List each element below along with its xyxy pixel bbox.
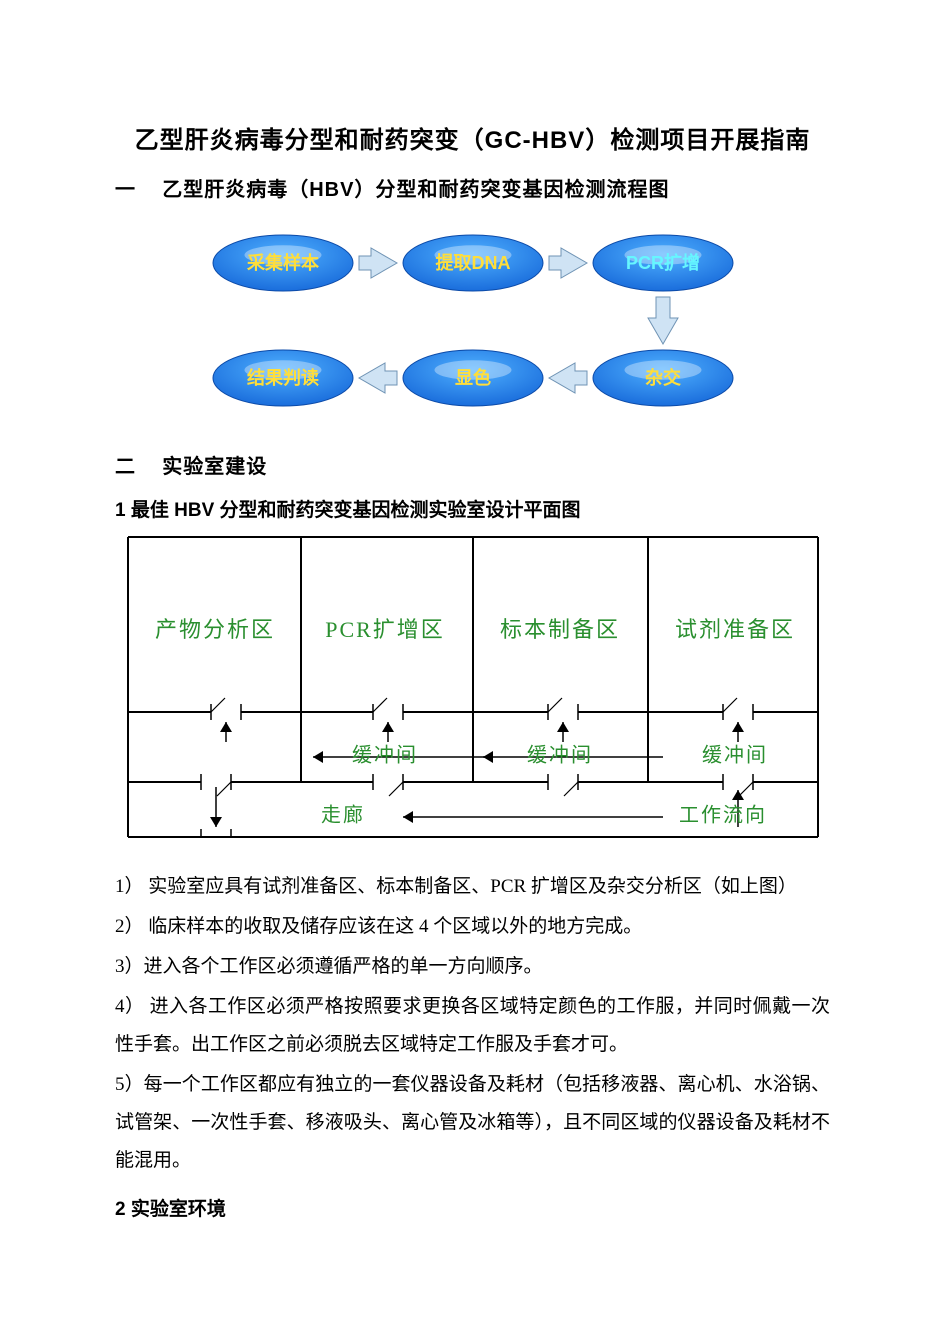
section-1-number: 一 [115,179,136,201]
flow-node-label: PCR扩增 [625,252,699,273]
flow-node-label: 提取DNA [435,252,510,273]
arrow-icon [557,722,569,732]
section-1-heading: 一 乙型肝炎病毒（HBV）分型和耐药突变基因检测流程图 [115,173,830,202]
flow-node: 杂交 [593,350,733,406]
floorplan-buffer-label: 缓冲间 [702,744,768,767]
arrow-icon [382,722,394,732]
flow-node: 显色 [403,350,543,406]
arrow-icon [210,817,222,827]
floorplan-svg: 产物分析区 PCR扩增区 标本制备区 试剂准备区缓冲间 缓冲间 缓冲间走廊 工作流向 [123,532,823,852]
flow-node-label: 采集样本 [246,252,319,273]
flow-arrow-icon [549,363,587,393]
flowchart: 采集样本 提取DNA PCR扩增杂交 显色 结果判读 [115,218,830,428]
flow-arrow-icon [359,248,397,278]
flow-node-label: 显色 [455,367,491,388]
flow-node: 提取DNA [403,235,543,291]
floorplan-line [389,782,403,796]
flow-node-label: 杂交 [645,367,681,388]
flow-node: 结果判读 [213,350,353,406]
body-p1: 1） 实验室应具有试剂准备区、标本制备区、PCR 扩增区及杂交分析区（如上图） [115,868,830,906]
arrow-icon [403,811,413,823]
arrow-icon [220,722,232,732]
floorplan-buffer-label: 缓冲间 [527,744,593,767]
floorplan-line [548,698,562,712]
subsection-2-1: 1 最佳 HBV 分型和耐药突变基因检测实验室设计平面图 [115,495,830,522]
floorplan-room-label: 试剂准备区 [674,617,794,642]
arrow-icon [313,751,323,763]
flow-node: PCR扩增 [593,235,733,291]
flowchart-svg: 采集样本 提取DNA PCR扩增杂交 显色 结果判读 [203,218,743,428]
page: 乙型肝炎病毒分型和耐药突变（GC-HBV）检测项目开展指南 一 乙型肝炎病毒（H… [0,0,945,1311]
flow-arrow-icon [648,297,678,344]
floorplan-line [739,782,753,796]
floorplan-line [217,782,231,796]
body-p4: 4） 进入各工作区必须严格按照要求更换各区域特定颜色的工作服，并同时佩戴一次性手… [115,988,830,1064]
body-p2: 2） 临床样本的收取及储存应该在这 4 个区域以外的地方完成。 [115,908,830,946]
floorplan-room-label: PCR扩增区 [325,617,445,642]
section-1-text: 乙型肝炎病毒（HBV）分型和耐药突变基因检测流程图 [162,179,669,201]
floorplan-room-label: 标本制备区 [499,617,619,642]
floorplan-buffer-label: 缓冲间 [352,744,418,767]
body-p5: 5）每一个工作区都应有独立的一套仪器设备及耗材（包括移液器、离心机、水浴锅、试管… [115,1066,830,1180]
flow-node-label: 结果判读 [247,367,319,388]
floorplan-line [723,698,737,712]
subsection-2-2: 2 实验室环境 [115,1194,830,1221]
floorplan-corridor-label: 走廊 [321,804,365,827]
flow-node: 采集样本 [213,235,353,291]
floorplan-line [564,782,578,796]
flow-arrow-icon [549,248,587,278]
arrow-icon [732,722,744,732]
main-title: 乙型肝炎病毒分型和耐药突变（GC-HBV）检测项目开展指南 [115,120,830,155]
floorplan-line [373,698,387,712]
arrow-icon [732,790,744,800]
flow-arrow-icon [359,363,397,393]
body-p3: 3）进入各个工作区必须遵循严格的单一方向顺序。 [115,948,830,986]
floorplan-line [211,698,225,712]
floorplan-room-label: 产物分析区 [154,617,274,642]
section-2-heading: 二 实验室建设 [115,450,830,479]
floorplan: 产物分析区 PCR扩增区 标本制备区 试剂准备区缓冲间 缓冲间 缓冲间走廊 工作流向 [115,532,830,852]
section-2-text: 实验室建设 [162,456,267,478]
section-2-number: 二 [115,456,136,478]
floorplan-flow-label: 工作流向 [679,804,767,827]
body-text: 1） 实验室应具有试剂准备区、标本制备区、PCR 扩增区及杂交分析区（如上图） … [115,868,830,1180]
